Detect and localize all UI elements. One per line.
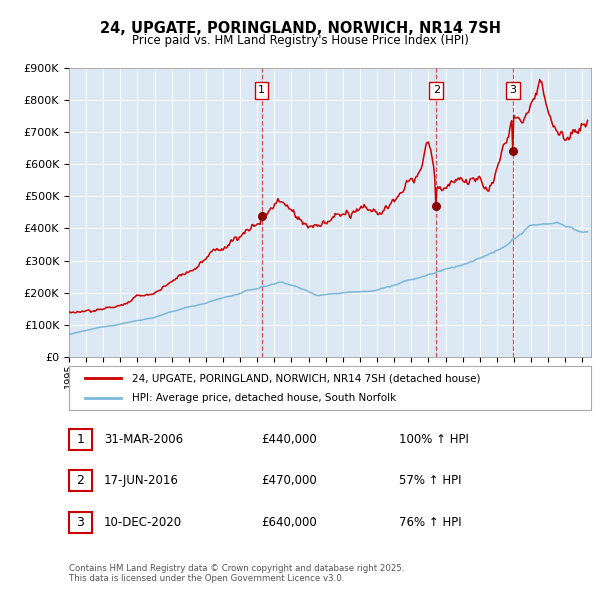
Text: Contains HM Land Registry data © Crown copyright and database right 2025.
This d: Contains HM Land Registry data © Crown c… [69,563,404,583]
Text: 10-DEC-2020: 10-DEC-2020 [104,516,182,529]
Text: 1: 1 [76,433,85,446]
Text: 1: 1 [258,86,265,96]
Text: 76% ↑ HPI: 76% ↑ HPI [399,516,461,529]
Text: £640,000: £640,000 [261,516,317,529]
Text: £470,000: £470,000 [261,474,317,487]
Text: £440,000: £440,000 [261,433,317,446]
Text: 24, UPGATE, PORINGLAND, NORWICH, NR14 7SH (detached house): 24, UPGATE, PORINGLAND, NORWICH, NR14 7S… [131,373,480,383]
Text: Price paid vs. HM Land Registry's House Price Index (HPI): Price paid vs. HM Land Registry's House … [131,34,469,47]
Text: HPI: Average price, detached house, South Norfolk: HPI: Average price, detached house, Sout… [131,393,396,402]
Text: 17-JUN-2016: 17-JUN-2016 [104,474,179,487]
Text: 57% ↑ HPI: 57% ↑ HPI [399,474,461,487]
Text: 2: 2 [76,474,85,487]
Text: 2: 2 [433,86,440,96]
Text: 100% ↑ HPI: 100% ↑ HPI [399,433,469,446]
Text: 3: 3 [76,516,85,529]
Text: 31-MAR-2006: 31-MAR-2006 [104,433,183,446]
Text: 24, UPGATE, PORINGLAND, NORWICH, NR14 7SH: 24, UPGATE, PORINGLAND, NORWICH, NR14 7S… [100,21,500,35]
Text: 3: 3 [509,86,517,96]
